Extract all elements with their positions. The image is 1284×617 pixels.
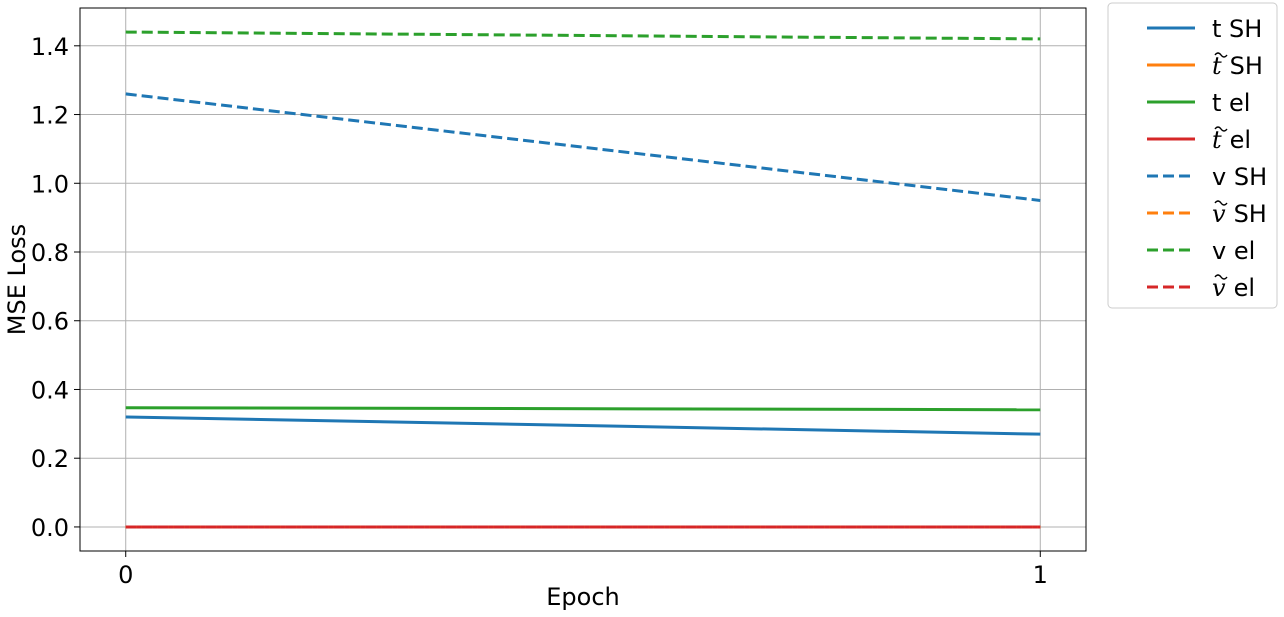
y-tick-label: 0.4 (31, 376, 69, 404)
axis-ticks: 0 1 0.0 0.2 0.4 0.6 0.8 1.0 1.2 1.4 (31, 33, 1048, 589)
legend-label: v SH (1212, 200, 1267, 228)
y-tick-label: 0.0 (31, 514, 69, 542)
legend-box (1107, 2, 1278, 309)
tilde-accent (1214, 126, 1228, 132)
y-tick-label: 0.2 (31, 445, 69, 473)
y-tick-label: 1.4 (31, 33, 69, 61)
series-line-1 (125, 415, 1041, 436)
legend-label: t el (1212, 89, 1250, 117)
plot-series (125, 30, 1041, 529)
legend-label: t el (1212, 126, 1251, 154)
series-line-5 (125, 92, 1041, 202)
legend-item: t el (1147, 89, 1250, 117)
legend-item: t SH (1147, 52, 1263, 80)
legend-item: v el (1147, 237, 1255, 265)
legend-label: v el (1212, 274, 1255, 302)
plot-area-frame (79, 7, 1087, 552)
legend-item: v SH (1147, 163, 1267, 191)
tilde-accent (1214, 274, 1228, 280)
y-tick-label: 1.2 (31, 102, 69, 130)
legend-item: v el (1147, 274, 1255, 302)
legend-item: v SH (1147, 200, 1267, 228)
x-axis-label: Epoch (546, 583, 620, 611)
tilde-accent (1214, 200, 1228, 206)
x-tick-label: 1 (1033, 561, 1048, 589)
legend-label: v el (1212, 237, 1255, 265)
series-line-7 (125, 30, 1041, 41)
tilde-accent (1214, 52, 1228, 58)
legend-symbol: v (1212, 274, 1226, 302)
y-tick-label: 0.6 (31, 308, 69, 336)
legend-item: t el (1147, 126, 1251, 154)
y-axis-label: MSE Loss (3, 224, 31, 335)
legend-label: v SH (1212, 163, 1267, 191)
y-tick-label: 0.8 (31, 239, 69, 267)
legend: t SH t SH t el t el v SH v SH v el v el (1107, 2, 1278, 309)
legend-label: t SH (1212, 15, 1262, 43)
y-tick-label: 1.0 (31, 170, 69, 198)
series-line-3 (125, 406, 1041, 412)
legend-item: t SH (1147, 15, 1262, 43)
legend-symbol: t (1212, 126, 1222, 154)
legend-symbol: t (1212, 52, 1222, 80)
x-tick-label: 0 (118, 561, 133, 589)
legend-label: t SH (1212, 52, 1263, 80)
legend-symbol: v (1212, 200, 1226, 228)
